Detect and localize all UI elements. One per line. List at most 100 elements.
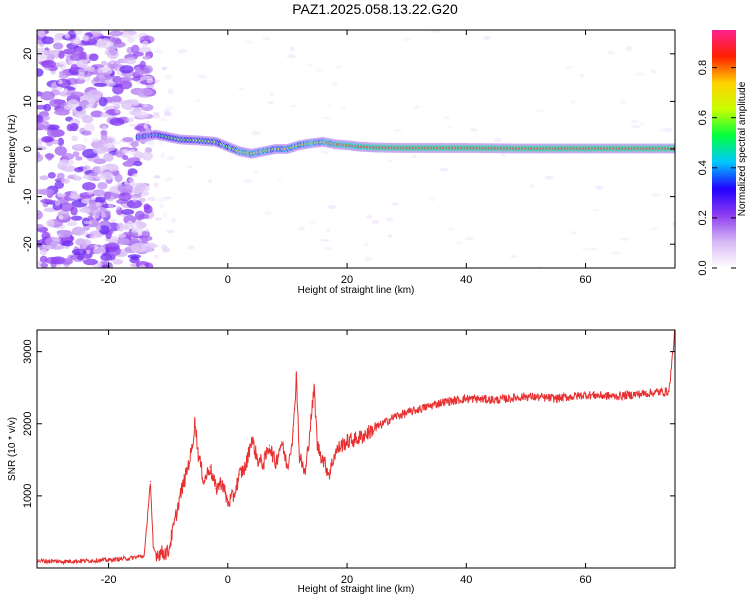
snr-point — [203, 480, 205, 483]
snr-point — [191, 448, 193, 450]
snr-point — [313, 387, 315, 389]
snr-point — [185, 473, 187, 475]
snr-point — [495, 399, 497, 401]
spectrogram-x-label: Height of straight line (km) — [298, 285, 415, 296]
snr-point — [295, 372, 297, 374]
snr-point — [346, 441, 348, 443]
snr-point — [429, 405, 432, 407]
y-tick-label: 3000 — [22, 339, 34, 363]
snr-point — [149, 480, 151, 483]
spectrogram-x-ticks: -20 0 20 40 60 — [101, 30, 592, 286]
colorbar-tick-label: 0.0 — [697, 260, 709, 275]
snr-y-ticks: 1000 2000 3000 — [22, 339, 675, 508]
snr-point — [194, 419, 196, 421]
x-tick-label: 20 — [341, 274, 353, 286]
snr-point — [257, 459, 259, 461]
snr-point — [328, 473, 330, 475]
snr-point — [394, 415, 396, 418]
snr-point — [227, 502, 229, 504]
snr-point — [334, 452, 336, 454]
snr-point — [614, 395, 616, 397]
x-tick-label: 60 — [579, 574, 591, 586]
snr-point — [668, 390, 670, 392]
y-tick-label: 0 — [22, 146, 34, 152]
snr-point — [465, 397, 467, 400]
spectral-ridge — [135, 129, 675, 159]
x-tick-label: 40 — [460, 574, 472, 586]
colorbar-tick-label: 0.4 — [697, 160, 709, 175]
snr-panel: -20 0 20 40 60 1000 2000 3000 Height of straig… — [7, 329, 676, 595]
x-tick-label: 40 — [460, 274, 472, 286]
y-tick-label: 1000 — [22, 484, 34, 508]
snr-point — [143, 555, 145, 557]
snr-point — [60, 560, 62, 563]
spectrogram-y-label: Frequency (Hz) — [7, 115, 18, 184]
snr-point — [152, 547, 154, 549]
colorbar-ticks: 0.0 0.2 0.4 0.6 0.8 — [697, 60, 736, 276]
y-tick-label: 10 — [22, 95, 34, 107]
y-tick-label: 20 — [22, 48, 34, 60]
x-tick-label: 0 — [225, 574, 231, 586]
colorbar-tick-label: 0.6 — [697, 110, 709, 125]
colorbar-tick-label: 0.2 — [697, 210, 709, 225]
snr-point — [316, 444, 318, 446]
snr-point — [209, 466, 211, 468]
snr-point — [245, 466, 247, 468]
snr-point — [304, 473, 306, 475]
snr-point — [280, 441, 283, 443]
snr-point — [584, 394, 587, 396]
x-tick-label: 60 — [579, 274, 591, 286]
x-tick-label: -20 — [101, 574, 117, 586]
snr-point — [555, 397, 557, 400]
x-tick-label: 20 — [341, 574, 353, 586]
snr-point — [358, 437, 360, 439]
snr-point — [453, 400, 455, 402]
snr-point — [406, 412, 408, 414]
snr-point — [155, 552, 157, 555]
snr-point — [167, 551, 169, 553]
snr-point — [441, 401, 444, 403]
snr-point — [525, 395, 527, 397]
spectrogram-panel: -20 0 20 40 60 20 10 0 -10 -20 Height of straigh… — [7, 29, 676, 296]
y-tick-label: -20 — [22, 236, 34, 252]
snr-point — [215, 488, 217, 490]
snr-point — [322, 459, 324, 461]
colorbar-gradient — [712, 30, 736, 268]
snr-point — [131, 557, 134, 559]
colorbar-label: Normalized spectral amplitude — [737, 81, 748, 216]
snr-line — [37, 330, 675, 566]
snr-point — [84, 560, 86, 562]
x-tick-label: -20 — [101, 274, 117, 286]
snr-point — [173, 524, 175, 526]
colorbar: 0.0 0.2 0.4 0.6 0.8 Normalized spectral ampl… — [697, 30, 748, 276]
y-tick-label: -10 — [22, 189, 34, 205]
colorbar-tick-label: 0.8 — [697, 60, 709, 75]
snr-point — [382, 423, 384, 425]
y-tick-label: 2000 — [22, 412, 34, 436]
snr-point — [233, 495, 235, 497]
snr-y-label: SNR (10 * v/v) — [7, 417, 18, 481]
spectrogram-y-ticks: 20 10 0 -10 -20 — [22, 48, 675, 252]
snr-point — [418, 408, 420, 410]
snr-point — [251, 437, 253, 439]
snr-point — [286, 466, 289, 468]
snr-point — [274, 462, 277, 465]
snr-point — [179, 495, 181, 497]
snr-point — [262, 462, 265, 465]
snr-point — [107, 559, 110, 561]
snr-x-label: Height of straight line (km) — [298, 584, 415, 595]
snr-point — [310, 415, 312, 418]
snr-plot-area — [37, 330, 675, 566]
snr-point — [298, 455, 300, 457]
snr-point — [221, 480, 223, 483]
snr-point — [340, 444, 342, 446]
snr-x-ticks: -20 0 20 40 60 — [101, 330, 592, 586]
snr-point — [370, 430, 372, 432]
x-tick-label: 0 — [225, 274, 231, 286]
snr-frame — [36, 329, 676, 569]
snr-point — [239, 473, 241, 475]
snr-point — [268, 444, 271, 446]
spectrogram-heatmap — [37, 30, 675, 268]
snr-point — [197, 452, 199, 454]
snr-point — [292, 430, 294, 432]
